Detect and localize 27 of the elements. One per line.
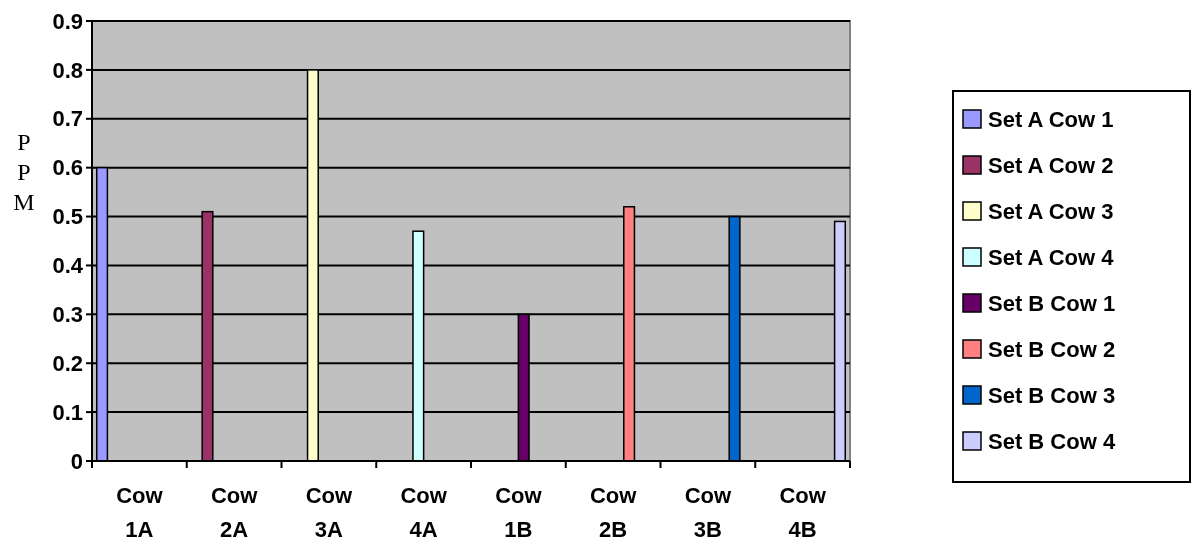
legend-label: Set B Cow 4 <box>988 428 1116 454</box>
y-tick-label: 0.1 <box>52 399 83 425</box>
legend-label: Set B Cow 3 <box>988 382 1116 408</box>
x-tick-label: Cow 1A <box>116 483 164 542</box>
x-tick-label: Cow 4A <box>400 483 448 542</box>
x-tick-label: Cow 2A <box>210 483 259 542</box>
x-tick-label: Cow 3B <box>684 483 732 542</box>
y-tick-label: 0 <box>70 448 83 474</box>
y-tick-label: 0.6 <box>52 155 83 181</box>
x-tick-label: Cow 3A <box>305 483 353 542</box>
y-tick-label: 0.4 <box>52 253 84 279</box>
legend-label: Set A Cow 1 <box>988 106 1114 132</box>
x-tick-label: Cow 2B <box>589 483 638 542</box>
x-tick-label: Cow 4B <box>779 483 827 542</box>
legend-label: Set B Cow 2 <box>988 336 1116 362</box>
x-tick-label: Cow 1B <box>495 483 543 542</box>
y-tick-label: 0.2 <box>52 350 83 376</box>
legend-label: Set A Cow 4 <box>988 244 1115 270</box>
y-tick-label: 0.8 <box>52 57 83 83</box>
y-tick-label: 0.9 <box>52 8 83 34</box>
legend-label: Set A Cow 2 <box>988 152 1114 178</box>
legend-label: Set A Cow 3 <box>988 198 1114 224</box>
y-tick-label: 0.5 <box>52 204 83 230</box>
y-tick-label: 0.7 <box>52 106 83 132</box>
y-axis-title: PPM <box>13 129 35 215</box>
legend-label: Set B Cow 1 <box>988 290 1116 316</box>
y-tick-label: 0.3 <box>52 302 83 328</box>
